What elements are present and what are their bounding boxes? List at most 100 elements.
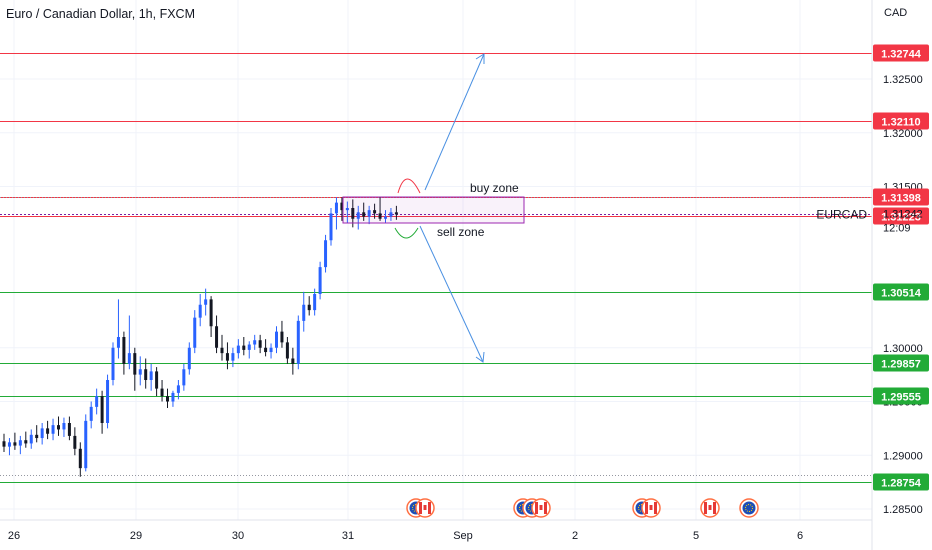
x-tick-label: 6 <box>797 530 803 542</box>
candle-body <box>100 396 104 423</box>
candle-body <box>149 371 153 380</box>
candle-body <box>242 345 246 350</box>
level-label-bg <box>873 387 929 405</box>
candle-body <box>209 299 213 327</box>
symbol-title: Euro / Canadian Dollar, 1h, FXCM <box>6 7 195 21</box>
candle-body <box>247 344 251 350</box>
level-label: 1.32110 <box>881 117 920 129</box>
ca-flag-band <box>704 502 707 514</box>
support-arc <box>394 227 419 239</box>
candle-body <box>307 304 311 311</box>
eu-flag-icon <box>742 501 756 515</box>
x-tick-label: Sep <box>453 530 473 542</box>
candle-body <box>2 441 6 447</box>
sell-arrowhead <box>475 351 485 363</box>
level-label: 1.31398 <box>881 193 921 205</box>
level-label-bg <box>873 207 929 225</box>
candle-body <box>111 347 115 380</box>
candle-body <box>231 353 235 361</box>
candle-body <box>340 202 344 211</box>
ca-maple-leaf <box>649 505 653 510</box>
candle-body <box>204 299 208 305</box>
candle-body <box>67 423 71 436</box>
ca-flag-band <box>544 502 547 514</box>
candle-body <box>160 388 164 397</box>
candle-body <box>18 440 22 446</box>
buy-zone-label: buy zone <box>470 181 519 195</box>
ca-flag-band <box>645 502 648 514</box>
candle-body <box>62 423 66 430</box>
x-tick-label: 31 <box>342 530 354 542</box>
candle-body <box>296 320 300 364</box>
candle-body <box>394 212 398 215</box>
currency-label: CAD <box>884 7 908 19</box>
candle-body <box>35 434 39 439</box>
candle-body <box>73 435 77 449</box>
buy-arrow <box>424 53 485 191</box>
candle-body <box>329 213 333 241</box>
candle-body <box>122 337 126 364</box>
x-tick-label: 30 <box>232 530 244 542</box>
event-icons[interactable] <box>406 498 759 518</box>
candle-body <box>95 396 99 407</box>
candle-body <box>384 216 387 219</box>
y-tick-label: 1.30000 <box>883 343 923 355</box>
level-label: 1.32744 <box>881 49 922 61</box>
ca-maple-leaf <box>423 505 427 510</box>
level-label: 1.29555 <box>881 392 921 404</box>
candle-body <box>89 406 93 421</box>
sell-zone-label: sell zone <box>437 225 485 239</box>
candle-body <box>313 294 317 311</box>
level-label-bg <box>873 354 929 372</box>
grid <box>0 0 872 520</box>
candle-body <box>84 420 88 469</box>
candle-body <box>29 434 33 444</box>
candle-body <box>24 440 28 444</box>
level-label: 1.31223 <box>881 212 921 224</box>
ca-maple-leaf <box>539 505 543 510</box>
candle-body <box>116 337 120 348</box>
x-tick-label: 2 <box>572 530 578 542</box>
candle-body <box>236 345 240 354</box>
y-tick-label: 1.32000 <box>883 128 923 140</box>
time-axis[interactable]: 26 29 30 31 Sep 2 5 6 <box>0 519 872 542</box>
level-label: 1.29857 <box>881 359 921 371</box>
candle-body <box>225 353 229 361</box>
price-axis[interactable]: 1.285001.290001.295001.300001.315001.320… <box>871 0 929 550</box>
candle-body <box>215 326 219 348</box>
candle-body <box>362 212 366 217</box>
zone-rectangle <box>342 196 525 224</box>
candle-body <box>258 340 262 348</box>
candle-body <box>275 331 278 348</box>
resistance-arc <box>397 178 421 194</box>
candle-body <box>133 353 137 375</box>
candle-body <box>367 210 371 217</box>
x-tick-label: 26 <box>8 530 20 542</box>
ca-flag-band <box>654 502 657 514</box>
last-price-countdown: 12:09 <box>883 223 911 235</box>
x-tick-label: 5 <box>693 530 699 542</box>
candle-body <box>253 340 257 345</box>
candle-body <box>264 347 268 353</box>
candle-body <box>127 353 131 364</box>
level-label-bg <box>873 283 929 301</box>
y-tick-label: 1.28500 <box>883 504 923 516</box>
candle-body <box>373 210 377 214</box>
candle-body <box>144 369 148 380</box>
x-tick-label: 29 <box>130 530 142 542</box>
price-levels[interactable]: EURCAD <box>0 53 872 483</box>
level-label-bg <box>873 44 929 62</box>
level-label-bg <box>873 188 929 206</box>
ca-flag-band <box>419 502 422 514</box>
level-label-bg <box>873 112 929 130</box>
candle-body <box>40 428 44 439</box>
candle-body <box>318 267 322 294</box>
level-label-bg <box>873 473 929 491</box>
candle-body <box>13 442 17 446</box>
drawings[interactable]: buy zone sell zone <box>342 53 525 363</box>
candle-body <box>187 347 191 370</box>
candle-body <box>106 380 110 423</box>
candles[interactable] <box>2 197 398 477</box>
buy-arrowhead <box>475 53 485 64</box>
